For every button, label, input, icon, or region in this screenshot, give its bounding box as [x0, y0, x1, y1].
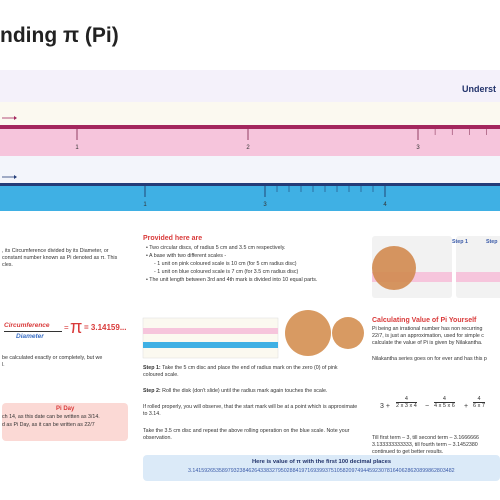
arrow-head [14, 175, 17, 179]
disc-large [285, 310, 331, 356]
series-op: + [464, 403, 469, 410]
panel-scale [456, 272, 500, 282]
fraction-bar [4, 331, 62, 332]
intro-line: cles. [2, 262, 13, 268]
step-tab: Step 1 [452, 239, 468, 245]
banner-band [0, 70, 500, 102]
calc-line: Nilakantha series goes on for ever and h… [372, 356, 487, 362]
term-numerator: 4 [396, 396, 417, 403]
provided-item: - 1 unit on pink coloured scale is 10 cm… [154, 261, 297, 267]
calc-line: Pi being an irrational number has non re… [372, 326, 483, 332]
observation: Take the 3.5 cm disc and repeat the abov… [143, 428, 350, 441]
note-line: be calculated exactly or completely, but… [2, 355, 103, 361]
disc [372, 246, 416, 290]
base-blue [143, 342, 278, 348]
item-text: Two circular discs, of radius 5 cm and 3… [149, 245, 286, 251]
intro-line: , its Circumference divided by its Diame… [2, 248, 109, 254]
pink-scale-top [0, 102, 500, 126]
numerator: Circumference [4, 322, 50, 329]
term-denominator: 4 x 5 x 6 [434, 403, 455, 409]
intro-line: constant number known as Pi denoted as π… [2, 255, 118, 261]
note-line: l. [2, 362, 5, 368]
base-pink [143, 328, 278, 334]
observation: If rolled properly, you will observe, th… [143, 404, 358, 417]
step-label: Step 1: [143, 365, 161, 371]
pink-scale-edge [0, 125, 500, 129]
pink-scale [0, 129, 500, 156]
scale-label: 3 [416, 145, 420, 151]
step-body: Roll the disk (don't slide) until the ra… [162, 388, 328, 394]
series-op: 3 + [380, 403, 390, 410]
calc-result: Till first term – 3, till second term – … [372, 435, 479, 441]
calc-line: calculate the value of Pi is given by Ni… [372, 340, 483, 346]
blue-scale-top [0, 156, 500, 183]
decimals-heading: Here is value of π with the first 100 de… [251, 459, 392, 465]
pi-day-title: Pi Day [56, 406, 75, 412]
step-tab: Step [486, 239, 498, 245]
step-text: Step 1: Take the 5 cm disc and place the… [143, 365, 358, 379]
calc-result: continued to get better results. [372, 449, 444, 455]
item-text: The unit length between 3rd and 4th mark… [149, 277, 318, 283]
disc-small [332, 317, 364, 349]
step-text: Step 2: Roll the disk (don't slide) unti… [143, 388, 358, 395]
scale-label: 2 [246, 145, 250, 151]
item-text: A base with two different scales - [149, 253, 227, 259]
term-numerator: 4 [434, 396, 455, 403]
base-image [142, 317, 279, 359]
denominator: Diameter [16, 333, 44, 340]
pi-day-line: d as Pi Day, as it can be written as 22/… [2, 422, 95, 428]
term-denominator: 2 x 3 x 4 [396, 403, 417, 409]
step-panel [456, 236, 500, 298]
provided-item: • Two circular discs, of radius 5 cm and… [146, 245, 286, 251]
pi-symbol: π [70, 317, 83, 337]
calc-line: 22/7, is just an approximation, used for… [372, 333, 484, 339]
banner-title: Underst [462, 84, 496, 94]
scale-label: 1 [75, 145, 79, 151]
pi-day-line: ch 14, as this date can be written as 3/… [2, 414, 100, 420]
scale-label: 3 [263, 202, 267, 208]
term-denominator: 6 x 7 [473, 403, 485, 409]
term-numerator: 4 [473, 396, 485, 403]
equals: = [64, 323, 69, 332]
pi-day-box [2, 403, 128, 441]
decimals-digits: 3.14159265358979323846264338327950288419… [188, 468, 455, 474]
calc-result: 3.133333333333, till fourth term – 3.145… [372, 442, 478, 448]
step-body: Take the 5 cm disc and place the end of … [143, 365, 338, 378]
step-label: Step 2: [143, 388, 161, 394]
provided-heading: Provided here are [143, 235, 203, 242]
series-op: − [425, 403, 430, 410]
calc-heading: Calculating Value of Pi Yourself [372, 317, 477, 324]
provided-item: - 1 unit on blue coloured scale is 7 cm … [154, 269, 299, 275]
arrow-head [14, 116, 17, 120]
scale-label: 1 [143, 202, 147, 208]
provided-item: • The unit length between 3rd and 4th ma… [146, 277, 318, 283]
provided-item: • A base with two different scales - [146, 253, 227, 259]
decimals-box [143, 455, 500, 481]
title: nding π (Pi) [0, 24, 119, 47]
scale-label: 4 [383, 202, 387, 208]
blue-scale [0, 186, 500, 211]
blue-scale-edge [0, 183, 500, 186]
pi-value: = 3.14159... [84, 323, 127, 332]
